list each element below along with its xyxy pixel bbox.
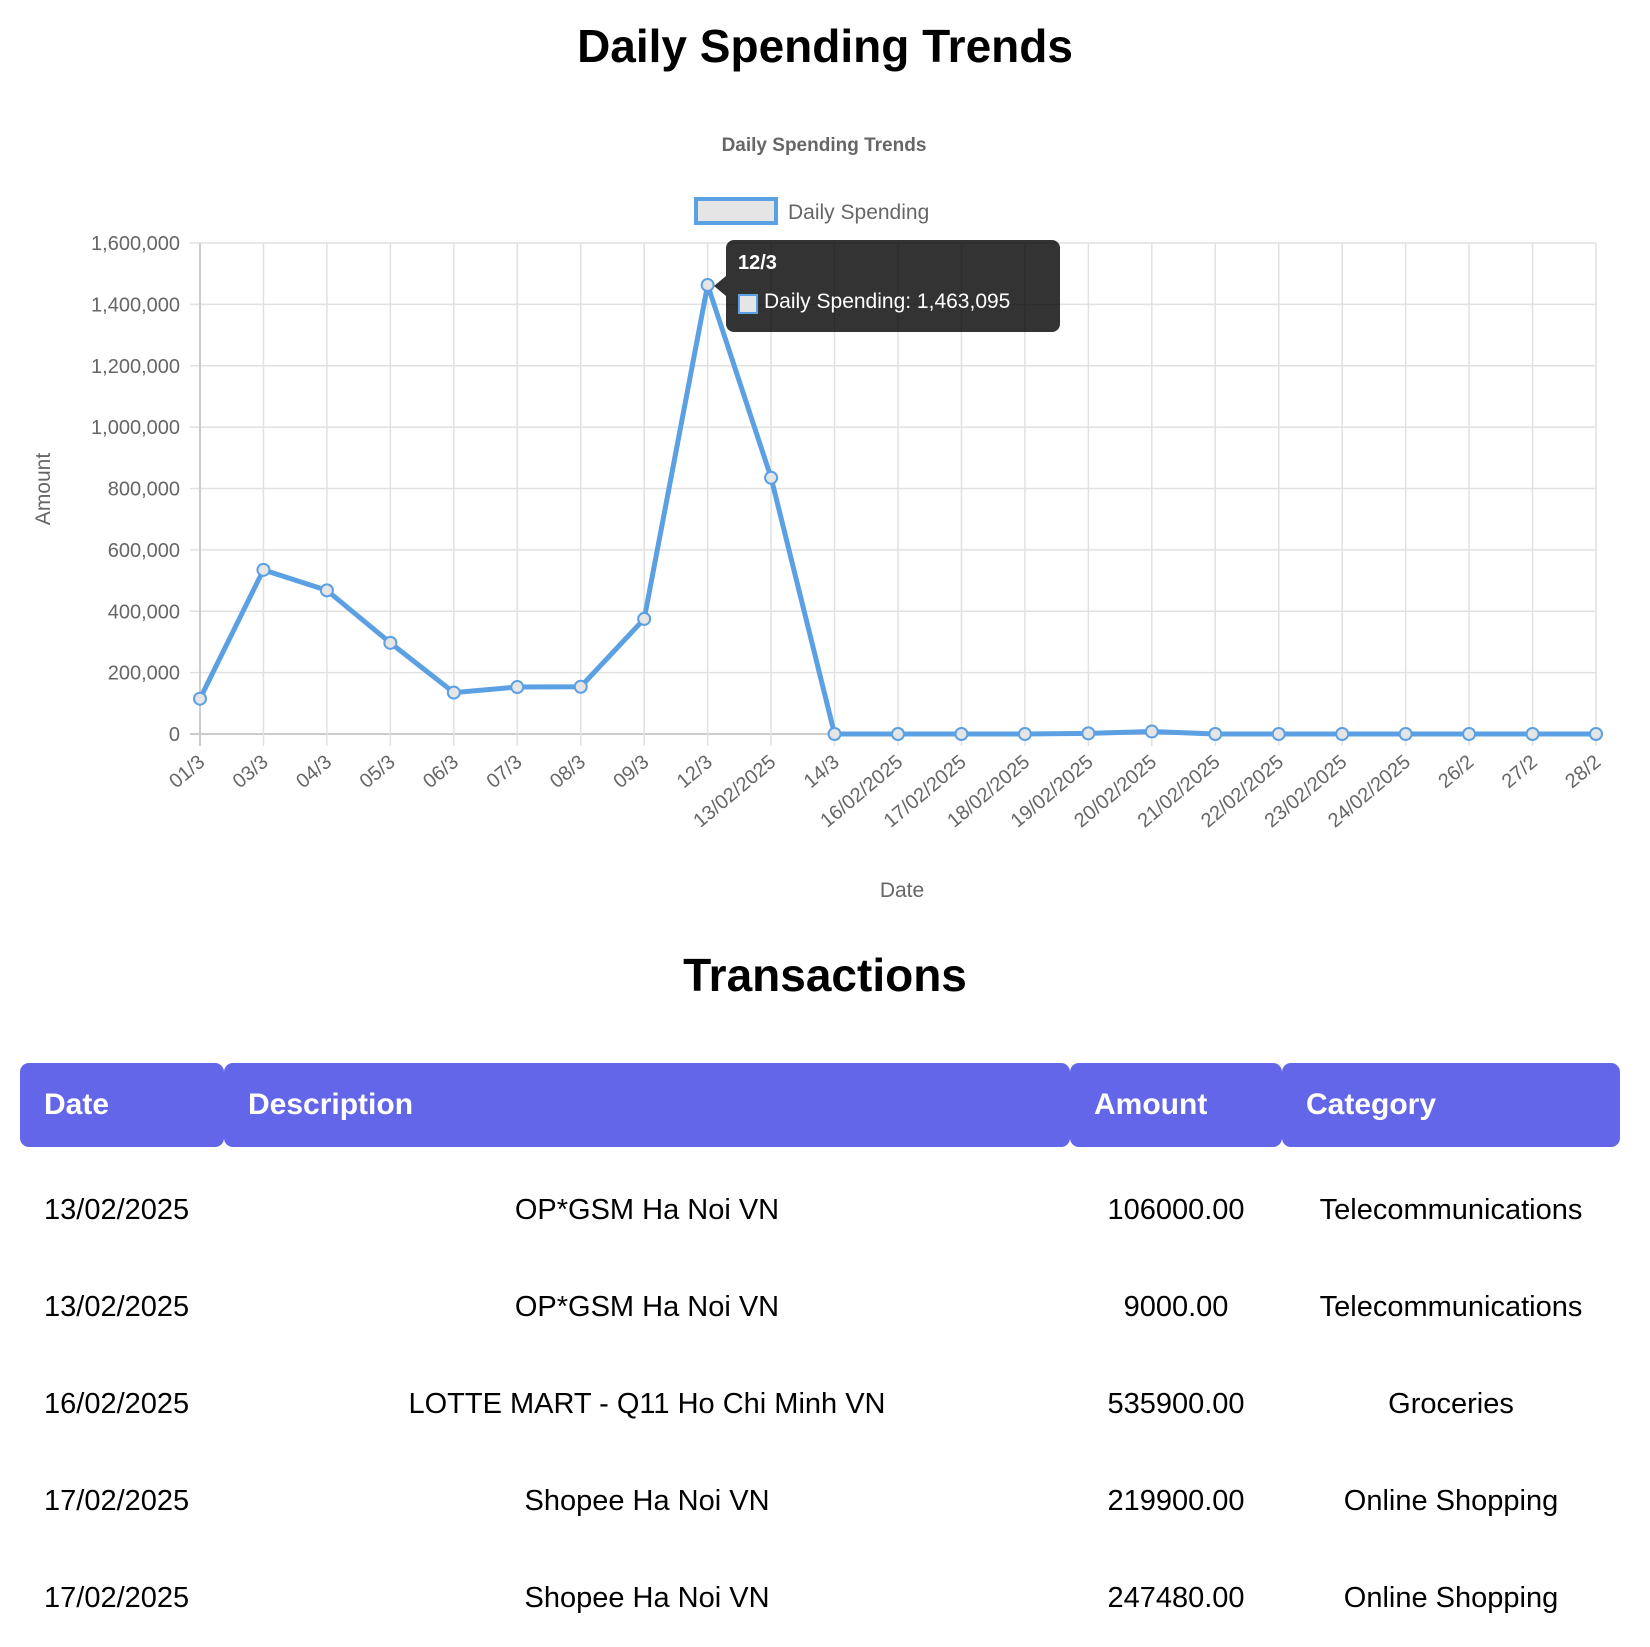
x-tick-label: 03/3: [229, 751, 273, 793]
x-tick-label: 09/3: [609, 751, 653, 793]
cell-description: LOTTE MART - Q11 Ho Chi Minh VN: [408, 1388, 886, 1420]
tooltip-title: 12/3: [738, 252, 777, 274]
table-row: 17/02/2025 Shopee Ha Noi VN 219900.00 On…: [20, 1453, 1620, 1550]
transactions-title: Transactions: [683, 949, 967, 1001]
data-point[interactable]: [827, 727, 842, 741]
tooltip-color-swatch: [738, 294, 758, 314]
y-tick-label: 0: [169, 724, 180, 746]
x-axis-label: Date: [880, 879, 924, 902]
transactions-table: Date Description Amount Category 13/02/2…: [20, 1063, 1620, 1647]
x-tick-label: 04/3: [292, 751, 336, 793]
line-chart[interactable]: Daily Spending Trends Daily Spending 0 20…: [0, 0, 1650, 930]
data-point[interactable]: [383, 635, 398, 650]
cell-category: Telecommunications: [1319, 1193, 1583, 1226]
y-tick-label: 800,000: [108, 479, 180, 501]
table-row: 13/02/2025 OP*GSM Ha Noi VN 9000.00 Tele…: [20, 1259, 1620, 1356]
chart-tooltip: 12/3 Daily Spending: 1,463,095: [726, 240, 1060, 332]
data-point[interactable]: [1208, 727, 1223, 741]
y-tick-label: 1,400,000: [91, 294, 180, 316]
table-row: 13/02/2025 OP*GSM Ha Noi VN 106000.00 Te…: [20, 1147, 1620, 1259]
y-axis-label: Amount: [32, 453, 55, 526]
legend-label: Daily Spending: [788, 201, 929, 224]
cell-amount: 535900.00: [1107, 1388, 1245, 1420]
chart-canvas[interactable]: Daily Spending Trends Daily Spending 0 20…: [0, 0, 1650, 930]
y-tick-label: 600,000: [108, 540, 180, 562]
data-point[interactable]: [1525, 727, 1540, 741]
data-point[interactable]: [256, 562, 271, 577]
data-point[interactable]: [954, 727, 969, 741]
cell-amount: 106000.00: [1107, 1193, 1245, 1226]
x-tick-label: 12/3: [673, 751, 717, 793]
data-point[interactable]: [573, 679, 588, 694]
cell-date: 13/02/2025: [44, 1291, 190, 1323]
y-tick-label: 1,600,000: [91, 233, 180, 255]
cell-description: OP*GSM Ha Noi VN: [514, 1291, 780, 1323]
data-point[interactable]: [1462, 727, 1477, 741]
data-point[interactable]: [1017, 727, 1032, 741]
cell-amount: 247480.00: [1107, 1582, 1245, 1614]
data-point[interactable]: [193, 691, 207, 706]
column-header-amount[interactable]: Amount: [1070, 1063, 1282, 1147]
tooltip-arrow: [714, 276, 726, 296]
data-point[interactable]: [764, 470, 779, 485]
table-row: 16/02/2025 LOTTE MART - Q11 Ho Chi Minh …: [20, 1356, 1620, 1453]
data-point[interactable]: [1335, 727, 1350, 741]
table-row: 17/02/2025 Shopee Ha Noi VN 247480.00 On…: [20, 1550, 1620, 1647]
cell-description: Shopee Ha Noi VN: [524, 1485, 770, 1517]
data-point[interactable]: [1144, 724, 1159, 739]
data-point[interactable]: [891, 727, 905, 741]
data-point[interactable]: [510, 680, 525, 695]
cell-date: 16/02/2025: [44, 1388, 190, 1420]
cell-amount: 9000.00: [1123, 1291, 1229, 1323]
y-tick-label: 400,000: [108, 601, 180, 623]
x-tick-label: 01/3: [165, 751, 209, 793]
cell-description: Shopee Ha Noi VN: [524, 1582, 770, 1614]
data-point[interactable]: [700, 278, 715, 293]
x-tick-label: 28/2: [1561, 751, 1605, 793]
y-axis-ticks: 0 200,000 400,000 600,000 800,000 1,000,000 1,…: [91, 233, 180, 746]
data-point[interactable]: [446, 685, 461, 700]
cell-amount: 219900.00: [1107, 1485, 1245, 1517]
cell-category: Online Shopping: [1343, 1582, 1559, 1614]
cell-category: Groceries: [1388, 1388, 1514, 1420]
y-tick-label: 200,000: [108, 663, 180, 685]
x-tick-label: 07/3: [483, 751, 527, 793]
data-point[interactable]: [1081, 726, 1096, 741]
column-header-description[interactable]: Description: [224, 1063, 1070, 1147]
x-axis-ticks: 01/3 03/3 04/3 05/3 06/3 07/3 08/3 09/3 12/313/0…: [165, 751, 1605, 832]
legend-swatch: [694, 197, 778, 225]
column-header-category[interactable]: Category: [1282, 1063, 1620, 1147]
cell-description: OP*GSM Ha Noi VN: [514, 1193, 780, 1226]
series-daily-spending[interactable]: [193, 278, 1603, 741]
table-header-row: Date Description Amount Category: [20, 1063, 1620, 1147]
legend-item-daily-spending[interactable]: Daily Spending: [694, 197, 929, 225]
x-tick-label: 06/3: [419, 751, 463, 793]
data-point[interactable]: [319, 583, 334, 598]
chart-title: Daily Spending Trends: [722, 135, 927, 156]
page-title: Daily Spending Trends: [577, 20, 1073, 72]
data-point[interactable]: [1589, 727, 1603, 741]
data-point[interactable]: [1398, 727, 1413, 741]
x-tick-label: 08/3: [546, 751, 590, 793]
data-point[interactable]: [1271, 727, 1286, 741]
grid: [190, 242, 1597, 746]
x-tick-label: 26/2: [1434, 751, 1478, 793]
cell-category: Telecommunications: [1319, 1291, 1583, 1323]
data-point[interactable]: [637, 611, 652, 626]
column-header-date[interactable]: Date: [20, 1063, 224, 1147]
cell-date: 17/02/2025: [44, 1582, 190, 1614]
cell-category: Online Shopping: [1343, 1485, 1559, 1517]
y-tick-label: 1,000,000: [91, 417, 180, 439]
y-tick-label: 1,200,000: [91, 356, 180, 378]
x-tick-label: 05/3: [356, 751, 400, 793]
cell-date: 13/02/2025: [44, 1193, 190, 1226]
x-tick-label: 27/2: [1498, 751, 1542, 793]
tooltip-value: Daily Spending: 1,463,095: [764, 290, 1011, 313]
x-tick-label: 14/3: [800, 751, 844, 793]
cell-date: 17/02/2025: [44, 1485, 190, 1517]
